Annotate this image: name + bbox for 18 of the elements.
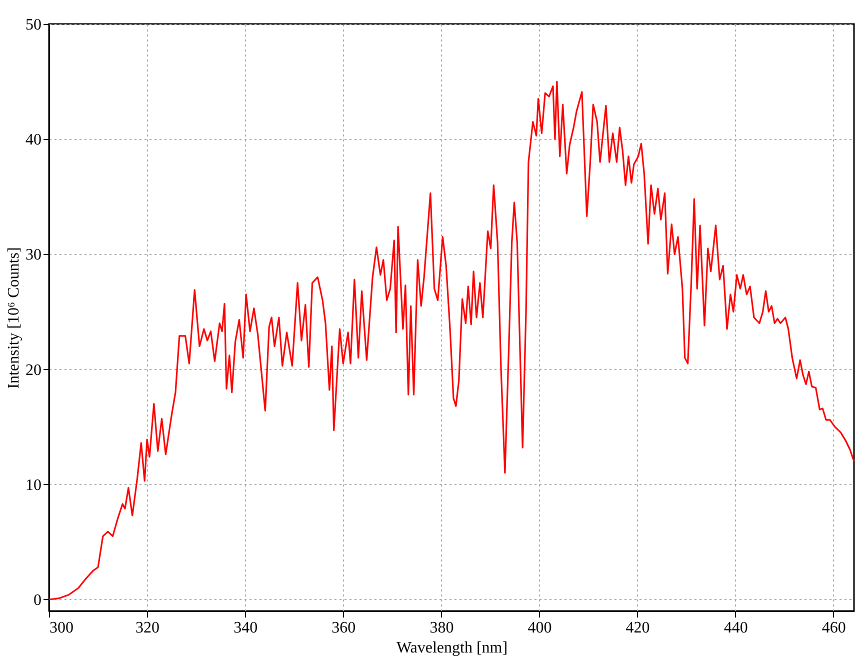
- x-tick-label: 300: [50, 620, 74, 636]
- y-tick-label: 40: [26, 132, 42, 149]
- line-series: [48, 80, 855, 600]
- y-tick-label: 30: [26, 246, 42, 264]
- x-tick-label: 320: [136, 620, 160, 636]
- y-tick-label: 0: [34, 592, 42, 609]
- x-tick-label: 360: [332, 620, 356, 636]
- x-tick-label: 440: [724, 620, 748, 636]
- y-tick-label: 50: [26, 16, 42, 34]
- y-tick-label: 20: [26, 362, 42, 379]
- x-tick-label: 460: [822, 620, 846, 636]
- y-tick-label: 10: [26, 476, 42, 494]
- x-tick-label: 420: [626, 620, 650, 636]
- x-axis-title: Wavelength [nm]: [396, 640, 508, 656]
- y-axis-title: Intensity [10⁶ Counts]: [6, 247, 22, 389]
- x-tick-label: 340: [234, 620, 258, 636]
- x-tick-label: 380: [430, 620, 454, 636]
- x-tick-label: 400: [528, 620, 552, 636]
